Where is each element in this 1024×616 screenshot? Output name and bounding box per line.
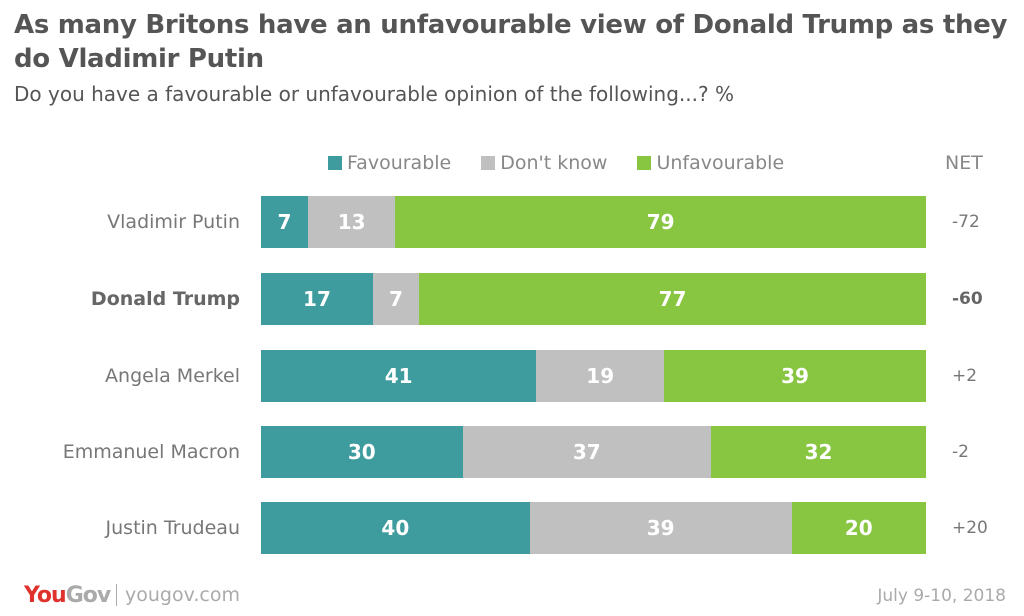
bar-segment: 39 bbox=[664, 350, 926, 402]
data-label: 39 bbox=[646, 516, 675, 540]
bar-segment: 79 bbox=[395, 196, 926, 248]
data-label: 77 bbox=[658, 287, 687, 311]
net-header: NET bbox=[945, 152, 983, 174]
legend-label: Don't know bbox=[500, 152, 608, 174]
bar-segment: 7 bbox=[261, 196, 309, 248]
category-label: Vladimir Putin bbox=[107, 211, 240, 233]
data-label: 7 bbox=[389, 287, 403, 311]
legend-swatch bbox=[481, 156, 496, 170]
legend: Favourable Don't know Unfavourable bbox=[328, 152, 784, 174]
legend-swatch bbox=[328, 156, 342, 170]
net-value: -2 bbox=[952, 442, 969, 462]
net-value: +2 bbox=[952, 366, 978, 386]
data-label: 30 bbox=[347, 440, 376, 464]
category-label: Justin Trudeau bbox=[105, 517, 240, 539]
bar-segment: 37 bbox=[462, 426, 712, 478]
data-label: 40 bbox=[381, 516, 410, 540]
net-value: +20 bbox=[952, 518, 988, 538]
data-label: 20 bbox=[844, 516, 873, 540]
data-label: 41 bbox=[384, 364, 413, 388]
bar-segment: 39 bbox=[529, 502, 792, 554]
data-label: 37 bbox=[572, 440, 601, 464]
data-label: 32 bbox=[804, 440, 833, 464]
bar-segment: 19 bbox=[536, 350, 665, 402]
legend-item: Don't know bbox=[481, 152, 607, 174]
chart-title: As many Britons have an unfavourable vie… bbox=[14, 10, 1008, 74]
category-label: Emmanuel Macron bbox=[62, 441, 240, 463]
bar-segment: 13 bbox=[308, 196, 396, 248]
legend-label: Favourable bbox=[347, 152, 452, 174]
bar-segment: 7 bbox=[372, 273, 419, 325]
chart-subtitle: Do you have a favourable or unfavourable… bbox=[14, 82, 734, 106]
bar-segment: 20 bbox=[791, 502, 926, 554]
data-label: 17 bbox=[303, 287, 331, 311]
category-label: Donald Trump bbox=[90, 288, 240, 310]
data-label: 13 bbox=[337, 210, 366, 234]
net-value: -72 bbox=[952, 212, 980, 232]
data-label: 19 bbox=[586, 364, 615, 388]
data-label: 79 bbox=[646, 210, 675, 234]
bar-segment: 32 bbox=[711, 426, 926, 478]
site-link[interactable]: yougov.com bbox=[116, 584, 240, 606]
legend-swatch bbox=[637, 156, 652, 170]
bar-segment: 77 bbox=[419, 273, 926, 325]
category-label: Angela Merkel bbox=[105, 365, 240, 387]
legend-item: Favourable bbox=[328, 152, 451, 174]
survey-date: July 9-10, 2018 bbox=[877, 586, 1006, 606]
bar-segment: 40 bbox=[261, 502, 530, 554]
legend-item: Unfavourable bbox=[637, 152, 784, 174]
data-label: 7 bbox=[277, 210, 292, 234]
bar-segment: 17 bbox=[261, 273, 373, 325]
yougov-logo: YouGov bbox=[24, 583, 111, 608]
legend-label: Unfavourable bbox=[656, 152, 785, 174]
data-label: 39 bbox=[781, 364, 809, 388]
bar-segment: 30 bbox=[261, 426, 463, 478]
bar-segment: 41 bbox=[261, 350, 537, 402]
net-value: -60 bbox=[952, 289, 983, 309]
